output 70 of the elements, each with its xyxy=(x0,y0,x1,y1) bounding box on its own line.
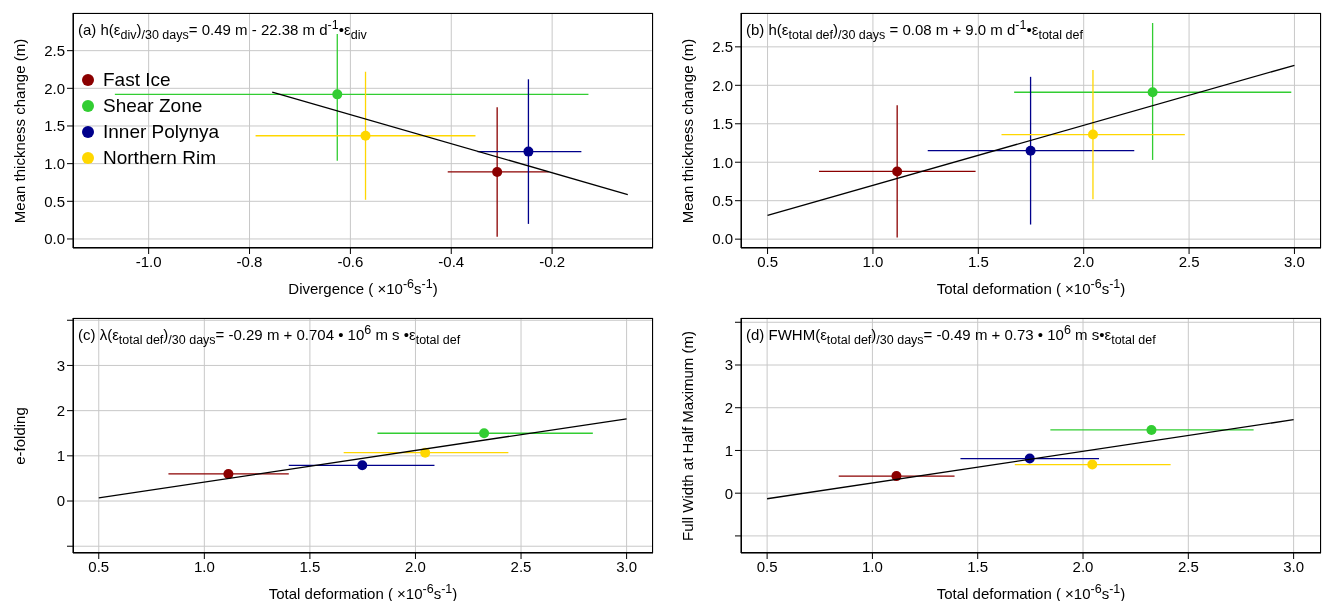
y-axis-title: Mean thickness change (m) xyxy=(10,38,28,223)
point xyxy=(1087,459,1098,470)
point xyxy=(357,460,368,471)
x-tick-label: 2.0 xyxy=(1072,557,1094,575)
y-tick-label: 2 xyxy=(56,401,65,419)
y-axis-title: e-folding xyxy=(10,406,28,465)
y-tick-label: 1.0 xyxy=(712,153,733,171)
point xyxy=(332,89,343,100)
y-tick-label: 0.5 xyxy=(712,192,733,210)
point xyxy=(523,146,534,157)
y-tick-label: 0 xyxy=(56,492,65,510)
x-tick-label: 0.5 xyxy=(756,557,778,575)
y-tick-label: 2 xyxy=(724,399,733,417)
x-tick-label: 1.5 xyxy=(299,557,321,575)
point xyxy=(1025,145,1036,156)
point xyxy=(892,166,903,177)
y-axis-title: Full Width at Half Maximum (m) xyxy=(678,330,696,541)
y-tick-label: 1.5 xyxy=(712,115,733,133)
y-axis-title: Mean thickness change (m) xyxy=(678,38,696,223)
x-tick-label: 1.0 xyxy=(861,557,883,575)
x-tick-label: 2.0 xyxy=(405,557,426,575)
y-tick-label: 0 xyxy=(724,484,733,502)
text: (d) FWHM(ε$_{total def}$)$_{/30 days}$= -0.49 m + 0.73 • 10$^{6}$ m s•ε$_{total def}$ xyxy=(746,322,1156,349)
x-tick-label: 1.5 xyxy=(967,557,989,575)
x-tick-label: 1.5 xyxy=(967,252,989,270)
point xyxy=(360,130,371,141)
point xyxy=(479,428,490,439)
text: (b) h(ε$_{total def}$)$_{/30 days}$ = 0.08 m + 9.0 m d$^{-1}$•ε$_{total def}$ xyxy=(746,17,1083,44)
y-tick-label: 2.0 xyxy=(44,79,65,97)
x-tick-label: 3.0 xyxy=(616,557,638,575)
x-tick-label: -0.4 xyxy=(438,252,465,270)
y-tick-label: 0.0 xyxy=(712,230,733,248)
legend-label: Northern Rim xyxy=(103,145,216,170)
x-tick-label: 1.0 xyxy=(193,557,215,575)
x-tick-label: -0.2 xyxy=(539,252,566,270)
x-tick-label: -0.6 xyxy=(337,252,364,270)
legend-label: Shear Zone xyxy=(103,93,203,118)
y-tick-label: 1.5 xyxy=(44,117,65,135)
x-tick-label: 2.0 xyxy=(1073,252,1095,270)
x-tick-label: -1.0 xyxy=(135,252,162,270)
x-axis-title: Divergence ( ×10$^{-6}$s$^{-1}$) xyxy=(287,277,439,297)
text: (a) h(ε$_{div}$)$_{/30 days}$= 0.49 m - 22.38 m d$^{-1}$•ε$_{div}$ xyxy=(78,17,367,44)
y-tick-label: 1 xyxy=(724,441,733,459)
y-tick-label: 1.0 xyxy=(44,154,65,172)
x-tick-label: 0.5 xyxy=(757,252,778,270)
text: (c) λ(ε$_{total def}$)$_{/30 days}$= -0.29 m + 0.704 • 10$^{6}$ m s •ε$_{total def}$ xyxy=(78,322,461,349)
x-axis-title: Total deformation ( ×10$^{-6}$s$^{-1}$) xyxy=(935,277,1127,297)
y-tick-label: 2.5 xyxy=(44,41,65,59)
x-tick-label: 2.5 xyxy=(510,557,532,575)
y-tick-label: 3 xyxy=(724,356,733,374)
y-tick-label: 1 xyxy=(56,447,65,465)
x-tick-label: -0.8 xyxy=(236,252,263,270)
y-tick-label: 3 xyxy=(56,356,65,374)
x-tick-label: 0.5 xyxy=(88,557,110,575)
point xyxy=(223,468,234,479)
x-tick-label: 3.0 xyxy=(1284,252,1305,270)
point xyxy=(492,166,503,177)
x-tick-label: 2.5 xyxy=(1177,557,1199,575)
point xyxy=(1147,87,1158,98)
y-tick-label: 0.0 xyxy=(44,230,65,248)
y-tick-label: 0.5 xyxy=(44,192,65,210)
x-tick-label: 3.0 xyxy=(1283,557,1305,575)
y-tick-label: 2.0 xyxy=(712,76,733,94)
point xyxy=(1146,424,1157,435)
point xyxy=(1087,129,1098,140)
x-tick-label: 2.5 xyxy=(1178,252,1200,270)
y-tick-label: 2.5 xyxy=(712,38,733,56)
legend-label: Inner Polynya xyxy=(103,119,220,144)
x-tick-label: 1.0 xyxy=(862,252,884,270)
legend-label: Fast Ice xyxy=(103,67,171,92)
